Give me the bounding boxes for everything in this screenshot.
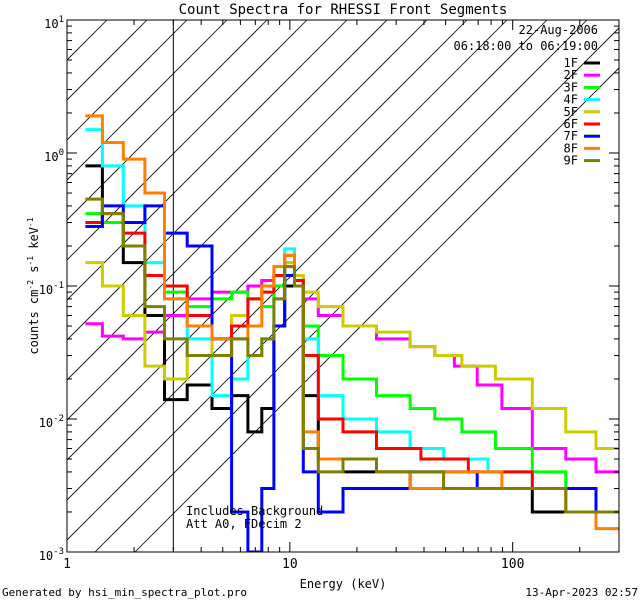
y-tick-label: 101 <box>44 15 64 31</box>
x-tick-label: 100 <box>501 557 524 572</box>
legend-label: 4F <box>564 93 578 107</box>
hatch-line <box>67 20 468 421</box>
x-axis-label: Energy (keV) <box>300 577 387 591</box>
y-tick-label: 10-1 <box>39 281 64 297</box>
legend-label: 8F <box>564 141 578 155</box>
x-tick-label: 10 <box>282 557 298 572</box>
hatch-line <box>94 27 619 552</box>
legend-label: 9F <box>564 154 578 168</box>
y-axis-label: counts cm-2 s-1 keV-1 <box>26 217 41 354</box>
date-label: 22-Aug-2006 <box>519 23 598 37</box>
annotation-attenuator: Att A0, FDecim 2 <box>186 517 302 531</box>
y-tick-label: 100 <box>44 148 64 164</box>
hatch-line <box>67 20 188 141</box>
time-range-label: 06:18:00 to 06:19:00 <box>454 39 599 53</box>
hatch-line <box>67 20 428 381</box>
annotation-background: Includes Background <box>186 504 323 518</box>
hatch-line <box>67 20 588 541</box>
hatch-line <box>134 67 619 552</box>
y-tick-label: 10-3 <box>39 547 64 563</box>
hatch-line <box>67 20 228 181</box>
series-9f-line <box>85 197 619 514</box>
y-tick-label: 10-2 <box>39 414 64 430</box>
legend-label: 7F <box>564 129 578 143</box>
legend-label: 3F <box>564 80 578 94</box>
footer-generated: Generated by hsi_min_spectra_plot.pro <box>2 586 247 599</box>
chart-title: Count Spectra for RHESSI Front Segments <box>179 2 508 18</box>
hatch-line <box>67 20 268 221</box>
footer-timestamp: 13-Apr-2023 02:57 <box>525 586 638 599</box>
x-tick-labels: 1 10 100 <box>63 557 524 572</box>
hatch-line <box>67 20 348 301</box>
y-tick-labels: 101 100 10-1 10-2 10-3 <box>39 15 64 563</box>
series-8f-line <box>85 114 619 531</box>
legend-label: 1F <box>564 56 578 70</box>
legend-label: 2F <box>564 68 578 82</box>
series-layer <box>85 114 619 552</box>
hatch-line <box>67 20 308 261</box>
x-tick-label: 1 <box>63 557 71 572</box>
legend-label: 5F <box>564 105 578 119</box>
hatch-line <box>67 20 508 461</box>
legend-label: 6F <box>564 117 578 131</box>
axis-ticks <box>66 20 620 553</box>
